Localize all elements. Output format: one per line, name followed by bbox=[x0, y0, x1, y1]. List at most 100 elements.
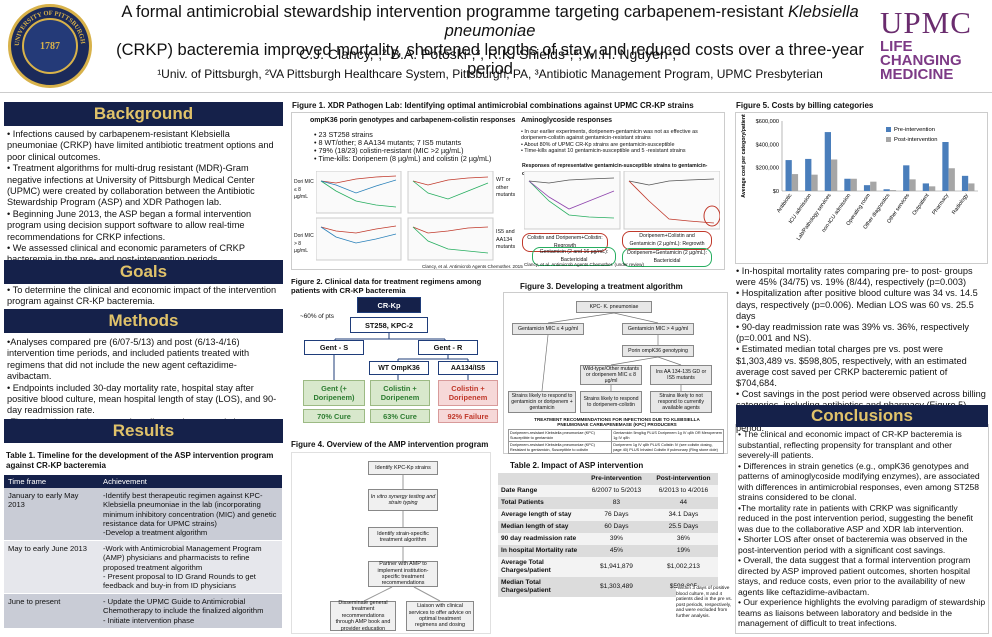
conclusions-paragraph: • Overall, the data suggest that a forma… bbox=[738, 555, 971, 597]
x-tick-label: Radiology bbox=[951, 192, 970, 215]
fig1-title: Figure 1. XDR Pathogen Lab: Identifying … bbox=[292, 101, 694, 110]
results_text-paragraph: • Estimated median total charges pre vs.… bbox=[736, 344, 967, 389]
fig2-title: Figure 2. Clinical data for treatment re… bbox=[291, 277, 482, 295]
bar-pre bbox=[844, 178, 851, 191]
fig4-panel: Identify KPC-Kp strains In vitro synergy… bbox=[291, 452, 491, 634]
fig4-step: Disseminate general treatment recommenda… bbox=[330, 600, 396, 632]
results_text-paragraph: • 90-day readmission rate was 39% vs. 36… bbox=[736, 322, 970, 344]
fig1-row-label: Dori MIC > 8 µg/mL bbox=[294, 233, 314, 255]
table-row: Total Patients 83 44 bbox=[498, 497, 718, 509]
svg-text:UNIVERSITY OF PITTSBURGH: UNIVERSITY OF PITTSBURGH bbox=[14, 10, 86, 46]
achievement-cell: - Update the UPMC Guide to Antimicrobial… bbox=[99, 593, 282, 629]
table-row: In hospital Mortality rate 45% 19% bbox=[498, 545, 718, 557]
fig3-title: Figure 3. Developing a treatment algorit… bbox=[520, 282, 683, 291]
fig2-gent-r: Gent - R bbox=[418, 340, 478, 355]
upmc-logo: UPMC LIFE CHANGING MEDICINE bbox=[880, 5, 972, 83]
bar-post bbox=[889, 190, 897, 191]
poster-title: A formal antimicrobial stewardship inter… bbox=[116, 3, 864, 78]
y-tick-label: $200,000 bbox=[756, 166, 779, 172]
methods-paragraph: • Endpoints included 30-day mortality ra… bbox=[7, 382, 277, 416]
fig2-wt-ompk36: WT OmpK36 bbox=[369, 361, 429, 375]
background-paragraph: • Infections caused by carbapenem-resist… bbox=[7, 129, 274, 162]
fig5-bar-chart: $0 $200,000 $400,000 $600,000 Average cost p… bbox=[741, 114, 978, 242]
fig2-crkp: CR-Kp bbox=[357, 297, 421, 313]
value-cell: 39% bbox=[584, 533, 649, 545]
fig4-arrows bbox=[363, 475, 441, 602]
table2-title: Table 2. Impact of ASP intervention bbox=[510, 461, 644, 470]
fig1-wt-label: WT or other mutants bbox=[496, 177, 516, 199]
fig1-is5-label: IS5 and AA134 mutants bbox=[496, 229, 516, 251]
fig2-regimen: Colistin + Doripenem bbox=[438, 380, 498, 406]
achievement-cell: -Identify best therapeutic regimen again… bbox=[99, 488, 282, 542]
methods-paragraph: •Analyses compared pre (6/07-5/13) and p… bbox=[7, 337, 250, 382]
fig5-chart-panel: $0 $200,000 $400,000 $600,000 Average cost p… bbox=[735, 112, 988, 264]
fig4-step: Liaison with clinical services to offer … bbox=[406, 601, 474, 631]
bar-post bbox=[870, 181, 877, 191]
fig1-right-bullets: • In our earlier experiments, doripenem-… bbox=[521, 129, 721, 155]
x-tick-label: Pharmacy bbox=[931, 192, 950, 216]
conclusions-paragraph: •The mortality rate in patients with CRK… bbox=[738, 502, 974, 534]
fig2-gent-s: Gent - S bbox=[304, 340, 364, 355]
table-row: Average length of stay 76 Days 34.1 Days bbox=[498, 509, 718, 521]
value-cell: 6/2013 to 4/2016 bbox=[648, 485, 718, 497]
goals-header: Goals bbox=[4, 260, 283, 284]
fig4-step: Partner with AMP to implement institutio… bbox=[368, 561, 438, 587]
fig1.right_bullets-paragraph: • About 80% of UPMC CR-Kp strains are ge… bbox=[521, 141, 675, 148]
fig2-st258: ST258, KPC-2 bbox=[350, 317, 428, 333]
bar-post bbox=[929, 186, 936, 191]
value-cell: 25.5 Days bbox=[648, 521, 718, 533]
seal-ring-icon: UNIVERSITY OF PITTSBURGH bbox=[14, 10, 86, 46]
fig1.left_bullets-paragraph: • 23 ST258 strains bbox=[314, 130, 373, 139]
bar-post bbox=[909, 179, 916, 191]
value-cell: 6/2007 to 5/2013 bbox=[584, 485, 649, 497]
bar-pre bbox=[922, 183, 929, 191]
fig3-table-title: TREATMENT RECOMMENDATIONS FOR INFECTIONS… bbox=[534, 417, 700, 428]
fig3-arrows bbox=[541, 312, 682, 392]
bar-pre bbox=[942, 142, 949, 191]
goals-text: • To determine the clinical and economic… bbox=[7, 285, 281, 308]
fig2-connectors bbox=[334, 333, 446, 340]
fig1-citation: Clancy, et al. Antimicrob Agents Chemoth… bbox=[422, 264, 523, 269]
value-cell: 44 bbox=[648, 497, 718, 509]
fig3-node: KPC- K. pneumoniae bbox=[576, 301, 652, 313]
value-cell: 19% bbox=[648, 545, 718, 557]
value-cell: $1,002,213 bbox=[648, 557, 718, 577]
background-paragraph: • We assessed clinical and economic para… bbox=[7, 243, 245, 264]
fig2-outcome: 63% Cure bbox=[370, 409, 430, 423]
table1-header: Time frame bbox=[4, 475, 99, 489]
fig4-title: Figure 4. Overview of the AMP interventi… bbox=[291, 440, 489, 449]
seal-text: UNIVERSITY OF PITTSBURGH bbox=[14, 10, 86, 46]
table-row: Date Range 6/2007 to 5/2013 6/2013 to 4/20… bbox=[498, 485, 718, 497]
fig5-title: Figure 5. Costs by billing categories bbox=[736, 101, 874, 110]
table1-header: Achievement bbox=[99, 475, 282, 489]
goals-paragraph: • To determine the clinical and economic… bbox=[7, 285, 277, 307]
bar-post bbox=[831, 159, 838, 191]
fig1-right-heading: Aminoglycoside responses bbox=[521, 117, 613, 124]
conclusions-paragraph: • The clinical and economic impact of CR… bbox=[738, 429, 962, 460]
bar-pre bbox=[824, 132, 831, 191]
poster-header: UNIVERSITY OF PITTSBURGH 1787 A formal a… bbox=[0, 0, 992, 93]
value-cell: 76 Days bbox=[584, 509, 649, 521]
impact-table: Pre-intervention Post-intervention Date Ra… bbox=[498, 473, 718, 597]
fig3-node: Wild-type/Other mutants or doripenem MIC… bbox=[580, 365, 642, 385]
fig3-rec-table: Doripenem-resistant Klebsiella pneumonia… bbox=[507, 428, 724, 455]
value-cell: 36% bbox=[648, 533, 718, 545]
results_text-paragraph: • Hospitalization after positive blood c… bbox=[736, 288, 978, 321]
fig2-outcome: 92% Failure bbox=[438, 409, 498, 423]
fig4-step: In vitro synergy testing and strain typi… bbox=[368, 489, 438, 511]
legend-swatch bbox=[886, 127, 891, 132]
fig1-left-heading: ompK36 porin genotypes and carbapenem-co… bbox=[310, 117, 516, 124]
legend-label: Post-intervention bbox=[894, 137, 938, 143]
bar-pre bbox=[903, 165, 910, 191]
background-paragraph: • Treatment algorithms for multi-drug re… bbox=[7, 163, 255, 208]
fig3-node: Ins AA 134-135 GD or IS5 mutants bbox=[650, 365, 712, 385]
conclusions-paragraph: • Shorter LOS after onset of bacteremia … bbox=[738, 534, 968, 555]
table-row: Average Total Charges/patient $1,941,879 $… bbox=[498, 557, 718, 577]
fig1-legend: Doripenem+Gentamicin (2 µg/mL): Bacteric… bbox=[622, 248, 712, 268]
fig1-combo-label: Colistin and Doripenem+Colistin: Regrowt… bbox=[522, 233, 608, 253]
fig2-mutants: AA134/IS5 bbox=[438, 361, 498, 375]
table2-header: Pre-intervention bbox=[584, 473, 649, 485]
seal-center: 1787 bbox=[22, 18, 78, 74]
x-tick-label: Lab/Pathology services bbox=[796, 192, 833, 241]
bar-post bbox=[850, 178, 857, 191]
